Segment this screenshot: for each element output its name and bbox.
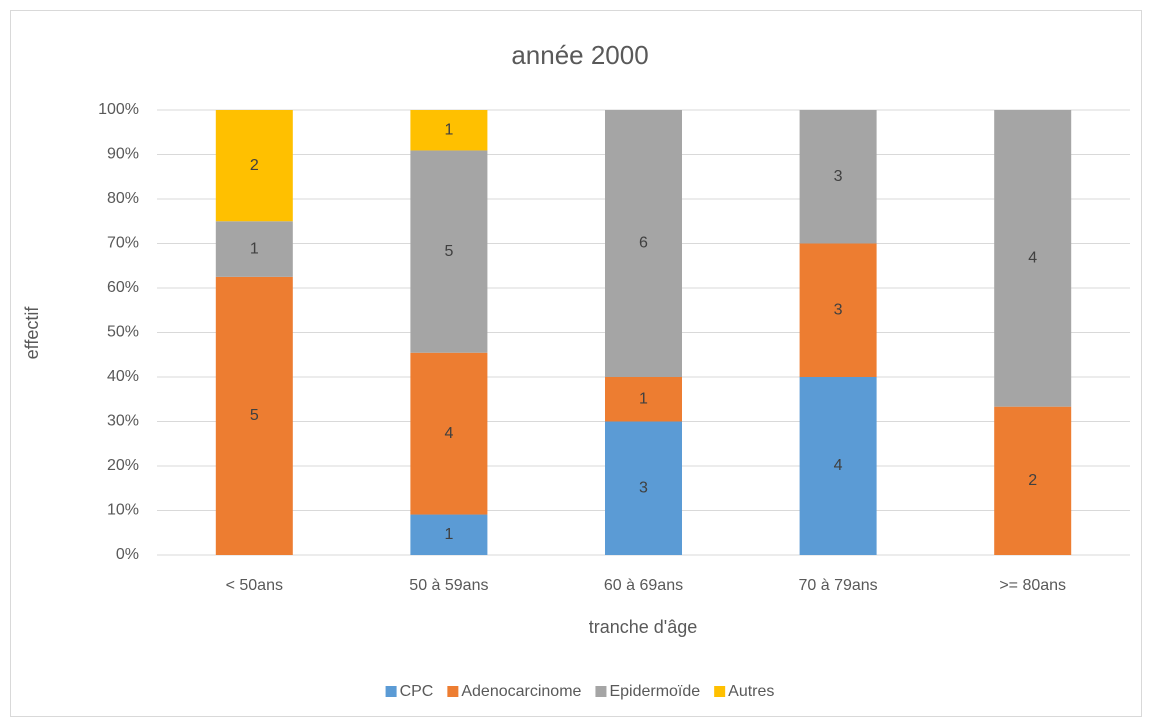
bar-segment [994,406,1072,555]
x-axis-label: tranche d'âge [589,617,698,637]
x-tick-label: < 50ans [226,577,283,594]
data-label: 2 [250,157,259,174]
y-tick-label: 60% [107,279,139,296]
x-tick-label: 50 à 59ans [409,577,488,594]
bar-segment [605,377,682,422]
data-label: 5 [444,243,453,260]
bar-segment [410,110,488,151]
bar-segment [605,110,682,377]
data-label: 5 [250,407,259,424]
legend-label: Adenocarcinome [461,683,581,700]
x-tick-label: 60 à 69ans [604,577,683,594]
y-tick-label: 20% [107,457,139,474]
legend-swatch [714,686,726,697]
bar-segment [799,377,877,555]
y-tick-label: 0% [116,546,139,563]
bar-segment [410,352,488,515]
data-label: 3 [834,301,843,318]
legend-swatch [385,686,397,697]
bar-segment [605,421,682,555]
legend-label: CPC [400,683,434,700]
data-label: 4 [834,457,843,474]
data-label: 3 [834,168,843,185]
data-label: 3 [639,479,648,496]
data-label: 1 [250,240,259,257]
x-tick-label: >= 80ans [999,577,1066,594]
legend-swatch [595,686,607,697]
y-tick-label: 80% [107,190,139,207]
bar-segment [799,110,877,244]
data-label: 4 [444,425,453,442]
x-tick-label: 70 à 79ans [799,577,878,594]
data-label: 1 [444,526,453,543]
bar-segment [215,110,293,222]
chart-border [10,10,1142,717]
y-tick-label: 10% [107,502,139,519]
data-label: 1 [639,390,648,407]
legend-label: Autres [728,683,774,700]
chart-title: année 2000 [511,40,648,70]
y-axis-label: effectif [22,306,42,360]
y-tick-label: 100% [98,101,139,118]
data-label: 6 [639,235,648,252]
bar-segment [410,150,488,353]
y-tick-label: 90% [107,146,139,163]
bar-segment [799,243,877,377]
bar-segment [215,221,293,277]
bar-segment [215,276,293,555]
data-label: 4 [1028,250,1037,267]
y-tick-label: 40% [107,368,139,385]
y-tick-label: 30% [107,413,139,430]
legend-swatch [447,686,459,697]
data-label: 2 [1028,472,1037,489]
data-label: 1 [444,121,453,138]
legend-label: Epidermoïde [609,683,700,700]
bar-segment [410,514,488,555]
y-tick-label: 50% [107,324,139,341]
bar-segment [994,110,1072,407]
y-tick-label: 70% [107,235,139,252]
